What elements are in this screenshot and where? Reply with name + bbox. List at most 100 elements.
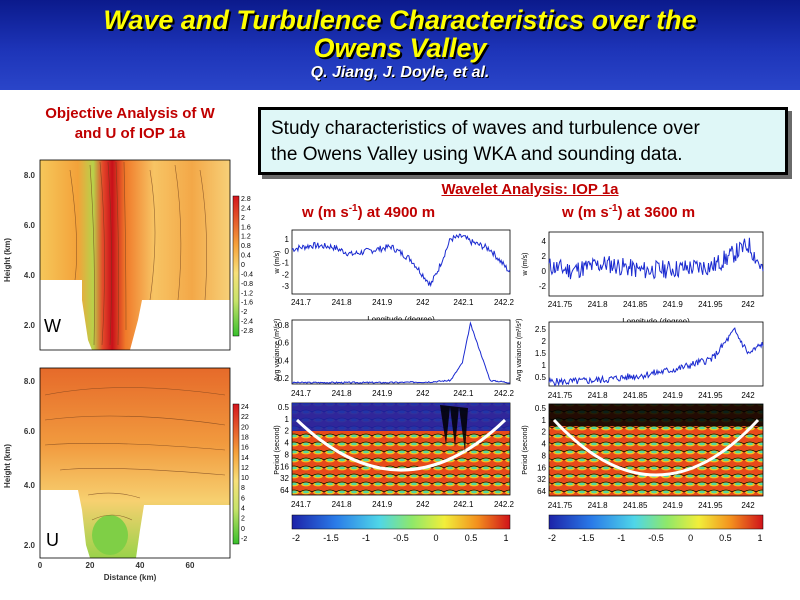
slide-title-line2: Owens Valley bbox=[313, 33, 487, 63]
left-var-ytick-2: 0.4 bbox=[278, 356, 290, 365]
right-cbar-tick-1: -1.5 bbox=[579, 533, 595, 543]
left-spec-xtick-1: 241.8 bbox=[332, 500, 353, 509]
right-period-ticks: 0.5 1 2 4 8 16 32 64 bbox=[535, 404, 547, 496]
u-cbar-tick-0: 24 bbox=[241, 404, 249, 411]
left-ts-xtick-1: 241.8 bbox=[332, 298, 353, 307]
left-cone-of-influence bbox=[295, 418, 507, 472]
right-colorbar-ticks: -2 -1.5 -1 -0.5 0 0.5 1 bbox=[548, 533, 763, 543]
u-y-tick-labels: 2.0 4.0 6.0 8.0 bbox=[24, 377, 36, 550]
left-var-xtick-1: 241.8 bbox=[332, 389, 353, 398]
w-cbar-tick-12: -2 bbox=[241, 309, 247, 316]
w-panel-label: W bbox=[44, 316, 61, 336]
right-spec-xtick-4: 241.95 bbox=[698, 501, 723, 510]
right-var-xtick-0: 241.75 bbox=[548, 391, 573, 400]
right-cbar-tick-6: 1 bbox=[757, 533, 762, 543]
right-ts-ytick-2: 0 bbox=[542, 267, 547, 276]
u-ytick-4: 4.0 bbox=[24, 481, 36, 490]
w-cbar-tick-2: 2 bbox=[241, 215, 245, 222]
left-ts-ytick-0: 1 bbox=[285, 235, 290, 244]
left-var-ylabel: Avg variance (m²/s²) bbox=[274, 319, 281, 382]
right-ts-xtick-5: 242 bbox=[741, 300, 755, 309]
right-var-ytick-3: 1 bbox=[542, 361, 547, 370]
u-cbar-tick-11: 2 bbox=[241, 516, 245, 523]
right-ts-xlabel: Longitude (degree) bbox=[622, 317, 690, 326]
right-period-tick-2: 2 bbox=[542, 428, 547, 437]
right-ts-x-ticks: 241.75 241.8 241.85 241.9 241.95 242 bbox=[548, 300, 755, 309]
right-var-xtick-4: 241.95 bbox=[698, 391, 723, 400]
slide-title-line1: Wave and Turbulence Characteristics over… bbox=[103, 5, 697, 35]
right-var-ytick-1: 2 bbox=[542, 337, 547, 346]
right-cbar-tick-5: 0.5 bbox=[719, 533, 732, 543]
left-var-ytick-0: 0.8 bbox=[278, 321, 290, 330]
left-var-xtick-2: 241.9 bbox=[372, 389, 393, 398]
left-variance-frame bbox=[291, 319, 511, 385]
left-ts-x-ticks: 241.7 241.8 241.9 242 242.1 242.2 bbox=[291, 298, 515, 307]
u-cbar-tick-6: 12 bbox=[241, 465, 249, 472]
u-cbar-tick-2: 20 bbox=[241, 424, 249, 431]
w-panel-frame bbox=[39, 159, 231, 351]
right-spec-xtick-3: 241.9 bbox=[663, 501, 684, 510]
right-ts-xtick-0: 241.75 bbox=[548, 300, 573, 309]
right-column-title-post: ) at 3600 m bbox=[617, 204, 696, 221]
right-column-title-pre: w (m s bbox=[562, 204, 609, 221]
w-ytick-8: 8.0 bbox=[24, 171, 36, 180]
right-cbar-tick-0: -2 bbox=[548, 533, 556, 543]
callout-line1: Study characteristics of waves and turbu… bbox=[271, 118, 700, 139]
u-contour-lines bbox=[44, 387, 226, 521]
u-cbar-tick-13: -2 bbox=[241, 536, 247, 543]
left-spectrum-low-power bbox=[292, 403, 510, 431]
objective-analysis-title-line1: Objective Analysis of W bbox=[45, 105, 215, 122]
left-var-xtick-0: 241.7 bbox=[291, 389, 312, 398]
left-timeseries-frame bbox=[291, 229, 511, 295]
right-period-ylabel: Period (second) bbox=[522, 425, 529, 474]
u-terrain-mask-left bbox=[40, 490, 90, 558]
w-terrain-mask-left bbox=[40, 280, 92, 350]
left-ts-xtick-4: 242.1 bbox=[453, 298, 474, 307]
u-xlabel: Distance (km) bbox=[104, 573, 157, 582]
left-timeseries-line bbox=[291, 233, 511, 288]
right-ts-ytick-1: 2 bbox=[542, 252, 547, 261]
right-var-xtick-3: 241.9 bbox=[663, 391, 684, 400]
right-variance-frame bbox=[548, 321, 764, 387]
u-xtick-60: 60 bbox=[186, 561, 195, 570]
w-colorbar-ticks: 2.8 2.4 2 1.6 1.2 0.8 0.4 0 -0.4 -0.8 -1.2 -1.6 -2 -2… bbox=[241, 196, 253, 335]
left-var-x-ticks: 241.7 241.8 241.9 242 242.1 242.2 bbox=[291, 389, 515, 398]
u-cbar-tick-9: 6 bbox=[241, 495, 245, 502]
left-cbar-tick-1: -1.5 bbox=[323, 533, 339, 543]
right-cbar-tick-3: -0.5 bbox=[648, 533, 664, 543]
right-cbar-tick-2: -1 bbox=[617, 533, 625, 543]
left-variance-line bbox=[291, 321, 511, 385]
right-var-xtick-5: 242 bbox=[741, 391, 755, 400]
left-period-tick-1: 1 bbox=[285, 415, 290, 424]
u-cbar-tick-7: 10 bbox=[241, 475, 249, 482]
left-period-tick-0: 0.5 bbox=[278, 403, 290, 412]
left-cbar-tick-6: 1 bbox=[503, 533, 508, 543]
right-ts-ytick-0: 4 bbox=[542, 237, 547, 246]
left-period-tick-6: 32 bbox=[280, 474, 289, 483]
w-cbar-tick-1: 2.4 bbox=[241, 205, 251, 212]
right-ts-xtick-2: 241.85 bbox=[623, 300, 648, 309]
right-spec-xtick-0: 241.75 bbox=[548, 501, 573, 510]
w-cbar-tick-5: 0.8 bbox=[241, 243, 251, 250]
w-contour-lines bbox=[69, 161, 207, 346]
left-period-tick-5: 16 bbox=[280, 462, 289, 471]
u-panel-label: U bbox=[46, 530, 59, 550]
right-period-tick-4: 8 bbox=[542, 451, 547, 460]
left-ts-xtick-0: 241.7 bbox=[291, 298, 312, 307]
left-ts-xlabel: Longitude (degree) bbox=[367, 315, 435, 324]
w-cbar-tick-6: 0.4 bbox=[241, 253, 251, 260]
w-colorbar bbox=[232, 195, 240, 337]
right-ts-y-ticks: 4 2 0 -2 bbox=[539, 237, 547, 291]
left-ts-ytick-4: -3 bbox=[282, 282, 290, 291]
u-cbar-tick-3: 18 bbox=[241, 434, 249, 441]
u-panel-frame bbox=[39, 367, 231, 559]
left-spec-xtick-3: 242 bbox=[416, 500, 430, 509]
right-spec-xtick-2: 241.85 bbox=[623, 501, 648, 510]
right-period-tick-3: 4 bbox=[542, 440, 547, 449]
left-spec-xtick-0: 241.7 bbox=[291, 500, 312, 509]
left-wavelet-column: 1 0 -1 -2 -3 w (m/s) 241.7 241.8 241.9 242 242.1… bbox=[274, 229, 515, 543]
right-period-tick-7: 64 bbox=[537, 487, 546, 496]
right-spec-x-ticks: 241.75 241.8 241.85 241.9 241.95 242 bbox=[548, 501, 755, 510]
right-period-tick-6: 32 bbox=[537, 475, 546, 484]
right-spectrum-turbulence bbox=[549, 404, 763, 426]
